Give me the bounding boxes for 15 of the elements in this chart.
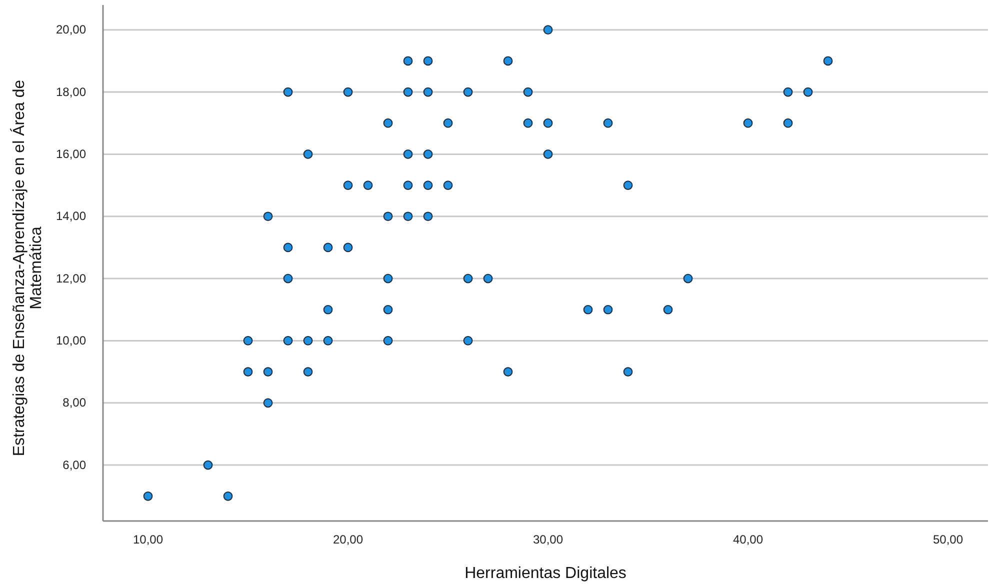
- y-tick-label: 6,00: [62, 458, 86, 472]
- x-tick-label: 40,00: [732, 532, 764, 547]
- y-axis-title: Estrategias de Enseñanza-Aprendizaje en el Área de Matemática: [10, 80, 45, 456]
- x-tick-label: 50,00: [932, 532, 964, 547]
- y-tick-label: 20,00: [56, 22, 86, 37]
- x-tick-label: 30,00: [532, 532, 564, 547]
- y-tick-label: 10,00: [56, 334, 86, 348]
- x-axis-title: Herramientas Digitales: [464, 565, 626, 582]
- y-tick-label: 16,00: [56, 147, 86, 162]
- y-tick-label: 12,00: [56, 271, 86, 286]
- x-tick-label: 20,00: [332, 532, 364, 547]
- x-tick-label: 10,00: [132, 532, 164, 547]
- y-tick-label: 8,00: [62, 396, 86, 410]
- y-tick-label: 18,00: [56, 84, 86, 99]
- y-tick-label: 14,00: [56, 209, 86, 224]
